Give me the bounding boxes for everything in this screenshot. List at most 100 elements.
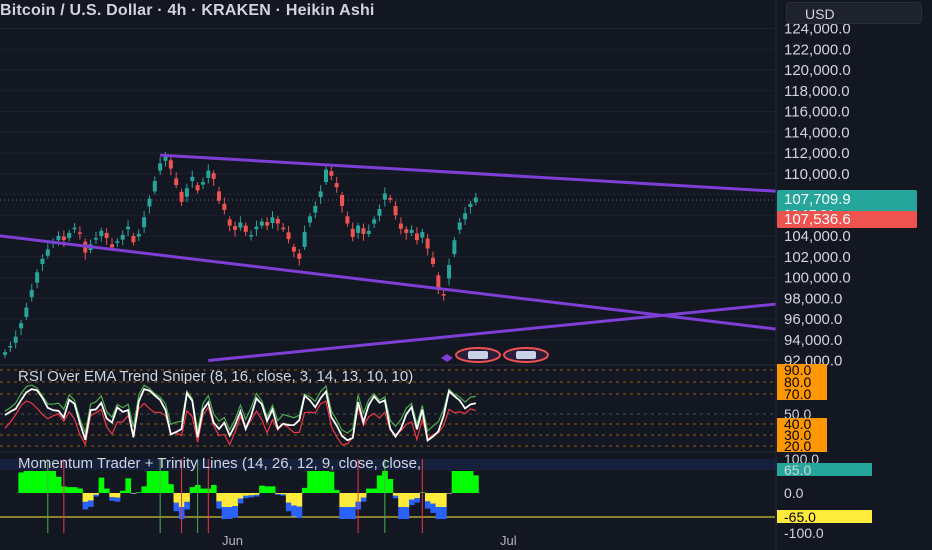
momentum-bar	[398, 493, 404, 507]
momentum-bar	[114, 493, 121, 498]
candle-body	[291, 246, 296, 252]
currency-button[interactable]: USD	[786, 2, 922, 24]
price-tick-label: 114,000.0	[784, 124, 850, 141]
momentum-bar	[23, 471, 30, 493]
momentum-bar	[136, 492, 142, 493]
candle-body	[152, 181, 157, 192]
price-tick-label: 102,000.0	[784, 249, 851, 266]
momentum-bar	[71, 487, 78, 493]
momentum-bar	[275, 493, 281, 495]
candle-body	[174, 178, 179, 186]
momentum-bar	[103, 488, 110, 493]
candle-body	[13, 336, 18, 343]
candle-body	[270, 217, 275, 224]
momentum-bar	[317, 471, 324, 493]
momentum-bar	[451, 471, 458, 493]
momentum-pane-label: Momentum Trader + Trinity Lines (14, 26,…	[18, 455, 422, 472]
price-tick-label: 120,000.0	[784, 62, 851, 79]
momentum-bar	[296, 493, 303, 507]
trendline	[208, 292, 878, 362]
candle-body	[222, 203, 227, 211]
rsi-level-label: 80.0	[784, 374, 811, 390]
candle-body	[104, 232, 109, 239]
momentum-level-label: 65.0	[784, 462, 811, 478]
price-tick-label: 116,000.0	[784, 104, 850, 121]
candle-body	[35, 272, 40, 283]
candle-body	[286, 232, 291, 240]
momentum-bar	[371, 488, 378, 493]
rsi-level-badge	[777, 440, 827, 452]
momentum-bar	[360, 493, 367, 498]
momentum-bar	[39, 471, 46, 493]
momentum-level-label: -65.0	[784, 509, 816, 525]
trendline	[0, 234, 926, 349]
price-badges: 107,709.902:17:21107,536.6	[777, 190, 917, 228]
momentum-bar	[291, 493, 297, 506]
candle-body	[142, 217, 147, 228]
candle-body	[398, 223, 403, 229]
price-tick-label: 100,000.0	[784, 270, 851, 287]
candle-body	[377, 209, 382, 216]
candle-body	[56, 236, 61, 241]
marker-group[interactable]	[441, 347, 549, 363]
momentum-bar	[243, 493, 249, 496]
momentum-bar	[109, 493, 115, 498]
candle-body	[77, 232, 82, 234]
rsi-level-badge	[777, 429, 827, 441]
momentum-bar	[339, 493, 346, 507]
momentum-bar	[210, 484, 217, 493]
momentum-bar	[473, 475, 479, 493]
momentum-bar	[152, 471, 158, 493]
momentum-band	[0, 459, 775, 470]
candle-body	[131, 236, 136, 243]
candle-body	[297, 253, 302, 259]
candle-body	[425, 238, 430, 249]
candle-body	[265, 221, 270, 226]
momentum-bar	[87, 500, 94, 507]
momentum-bar	[435, 493, 442, 507]
candle-body	[184, 188, 189, 197]
candle-body	[431, 257, 435, 265]
momentum-bar	[408, 499, 415, 506]
candle-body	[420, 231, 425, 238]
indicator-level-badges: 90.080.070.050.040.030.020.0100.065.00.0…	[777, 362, 872, 541]
chart-title: Bitcoin / U.S. Dollar · 4h · KRAKEN · He…	[0, 2, 375, 19]
momentum-bar	[344, 493, 351, 507]
candle-body	[254, 226, 259, 230]
candle-body	[72, 227, 77, 230]
candle-body	[115, 241, 120, 243]
candle-body	[195, 185, 200, 191]
momentum-bar	[93, 494, 99, 497]
momentum-bar	[291, 505, 297, 517]
last-price-text: 107,709.9	[784, 191, 851, 208]
momentum-bar	[441, 507, 447, 519]
candle-body	[120, 234, 125, 240]
candle-body	[463, 213, 468, 220]
momentum-bar	[162, 471, 169, 493]
rsi-upper-line	[4, 384, 476, 436]
momentum-bar	[328, 471, 335, 493]
candle-body	[345, 216, 350, 224]
price-tick-label: 98,000.0	[784, 290, 842, 307]
momentum-bar	[264, 486, 271, 493]
momentum-bar	[360, 497, 367, 502]
momentum-bar	[227, 493, 233, 507]
momentum-bar	[350, 493, 356, 507]
time-label-jul: Jul	[500, 533, 517, 548]
price-axis: 124,000.0 122,000.0 120,000.0 118,000.0 116,…	[784, 21, 851, 370]
momentum-bar	[125, 478, 132, 493]
momentum-bar	[227, 507, 233, 519]
candle-body	[340, 195, 345, 206]
candle-body	[404, 229, 409, 233]
price-axis-background	[775, 0, 932, 550]
price-tick-label: 94,000.0	[784, 332, 842, 349]
candle-body	[163, 155, 168, 161]
candle-body	[249, 234, 254, 237]
candle-body	[168, 160, 173, 169]
other-price-badge	[777, 211, 917, 228]
momentum-bar	[376, 475, 383, 493]
momentum-bar	[301, 487, 308, 493]
momentum-bar	[408, 493, 415, 500]
candle-body	[238, 222, 243, 228]
